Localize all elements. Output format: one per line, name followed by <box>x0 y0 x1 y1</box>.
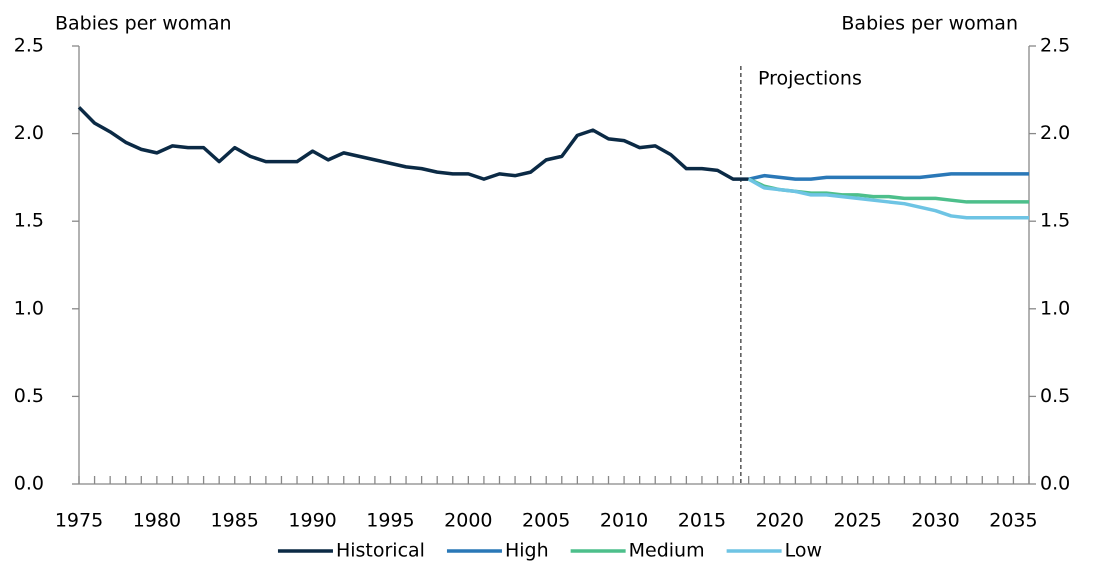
y2-tick-label: 2.5 <box>1040 35 1070 57</box>
line-series <box>77 106 749 181</box>
annotation: Projections <box>758 68 862 90</box>
y-axis-label: Babies per woman <box>55 13 232 35</box>
y-tick-label: 1.5 <box>14 210 44 232</box>
y2-tick-label: 0.5 <box>1040 385 1070 407</box>
legend-label: Historical <box>336 540 425 562</box>
legend-label: Medium <box>629 540 705 562</box>
y-tick-label: 2.5 <box>14 35 44 57</box>
x-tick-label: 1975 <box>55 510 103 532</box>
x-tick-label: 2010 <box>600 510 648 532</box>
x-tick-label: 1990 <box>288 510 336 532</box>
y-tick-label: 1.0 <box>14 297 44 319</box>
y2-axis-label: Babies per woman <box>841 13 1018 35</box>
x-tick-label: 2035 <box>989 510 1037 532</box>
x-tick-label: 2000 <box>444 510 492 532</box>
x-tick-label: 1985 <box>211 510 259 532</box>
y2-tick-label: 1.0 <box>1040 297 1070 319</box>
y2-tick-label: 2.0 <box>1040 122 1070 144</box>
x-tick-label: 2025 <box>834 510 882 532</box>
x-tick-label: 2020 <box>756 510 804 532</box>
y-tick-label: 0.0 <box>14 473 44 495</box>
x-tick-label: 2005 <box>522 510 570 532</box>
legend-label: High <box>505 540 549 562</box>
y2-tick-label: 0.0 <box>1040 473 1070 495</box>
line-series <box>747 177 1029 220</box>
x-tick-label: 1980 <box>133 510 181 532</box>
x-tick-label: 1995 <box>366 510 414 532</box>
y2-tick-label: 1.5 <box>1040 210 1070 232</box>
legend-label: Low <box>785 540 822 562</box>
y-tick-label: 0.5 <box>14 385 44 407</box>
x-tick-label: 2030 <box>911 510 959 532</box>
y-tick-label: 2.0 <box>14 122 44 144</box>
line-series <box>748 172 1029 181</box>
x-tick-label: 2015 <box>678 510 726 532</box>
